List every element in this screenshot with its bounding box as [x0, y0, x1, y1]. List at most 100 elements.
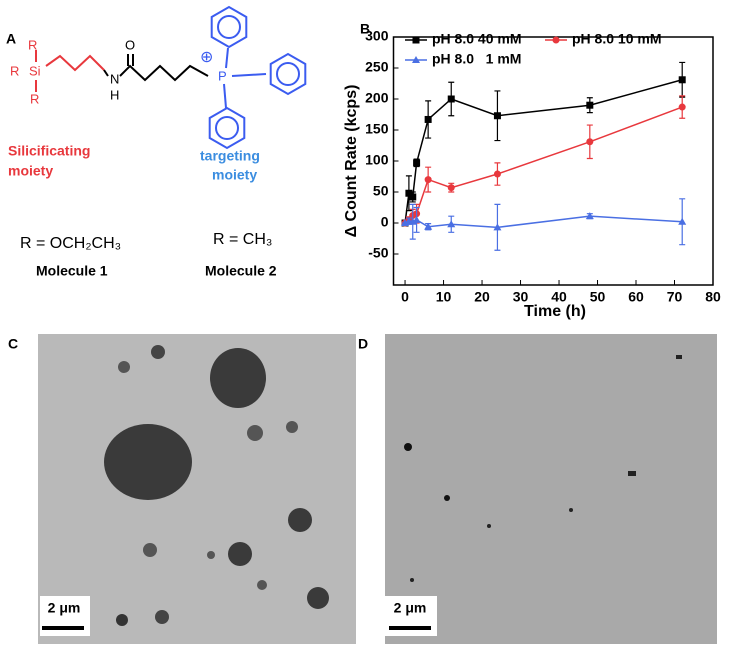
x-tick-label: 10 — [436, 289, 452, 305]
bond — [45, 54, 105, 72]
x-tick-label: 60 — [628, 289, 644, 305]
marker — [405, 189, 413, 197]
particle — [155, 610, 169, 624]
y-tick-label: 200 — [365, 90, 389, 106]
particle — [143, 543, 157, 557]
atom-label: O — [125, 37, 135, 52]
particle — [628, 471, 636, 476]
x-tick-label: 50 — [590, 289, 606, 305]
moiety-label: moiety — [212, 167, 257, 183]
panel-label: C — [8, 336, 18, 352]
marker — [408, 217, 417, 225]
micrograph — [385, 334, 717, 644]
moiety-label: moiety — [8, 163, 53, 179]
scale-bar-label: 2 μm — [48, 600, 81, 616]
particle — [569, 508, 573, 512]
particle — [257, 580, 267, 590]
particle — [210, 348, 266, 408]
particle — [487, 524, 491, 528]
legend-label: pH 8.0 1 mM — [432, 51, 521, 67]
moiety-label: Silicificating — [8, 143, 90, 159]
marker — [413, 159, 421, 167]
legend-marker — [412, 36, 420, 44]
scale-bar-label: 2 μm — [394, 600, 427, 616]
series-line — [404, 79, 683, 224]
marker — [447, 184, 455, 192]
marker — [493, 170, 501, 178]
particle — [228, 542, 252, 566]
particle — [104, 424, 192, 500]
marker — [493, 223, 502, 231]
x-tick-label: 40 — [551, 289, 567, 305]
phenyl-ring — [210, 5, 248, 49]
y-tick-label: 250 — [365, 59, 389, 75]
x-tick-label: 70 — [667, 289, 683, 305]
legend-marker — [552, 36, 560, 44]
bond — [231, 73, 267, 77]
x-tick-label: 20 — [474, 289, 490, 305]
legend-label: pH 8.0 40 mM — [432, 31, 521, 47]
marker — [424, 176, 432, 184]
marker — [424, 115, 432, 123]
formula: R = CH₃ — [213, 231, 272, 248]
atom-label: Si — [29, 63, 41, 78]
particle — [288, 508, 312, 532]
phenyl-ring-inner — [276, 62, 300, 86]
panel-label: B — [360, 21, 370, 37]
marker — [424, 222, 433, 230]
marker — [493, 112, 501, 120]
phenyl-ring — [269, 52, 307, 96]
particle — [404, 443, 412, 451]
molecule-name: Molecule 2 — [205, 263, 277, 279]
particle — [676, 355, 682, 359]
scale-bar — [42, 626, 84, 630]
micrograph — [38, 334, 356, 644]
moiety-label: targeting — [200, 148, 260, 164]
particle — [118, 361, 130, 373]
molecule-name: Molecule 1 — [36, 263, 108, 279]
particle — [247, 425, 263, 441]
atom-label: N — [110, 71, 119, 86]
bond — [223, 83, 227, 109]
marker — [678, 103, 686, 111]
legend-marker — [412, 56, 420, 63]
phenyl-ring-inner — [217, 15, 241, 39]
y-tick-label: 150 — [365, 121, 389, 137]
phenyl-ring-inner — [215, 116, 239, 140]
atom-label: R — [28, 37, 37, 52]
series-line — [404, 106, 683, 224]
plot-frame — [392, 36, 714, 286]
bond — [119, 64, 209, 82]
marker — [412, 215, 421, 223]
atom-label: R — [10, 63, 19, 78]
x-tick-label: 0 — [401, 289, 409, 305]
atom-label: H — [110, 87, 119, 102]
series-line — [404, 215, 683, 229]
micrograph-background — [38, 334, 356, 644]
micrograph-background — [385, 334, 717, 644]
marker — [586, 138, 594, 146]
y-tick-label: 50 — [373, 183, 389, 199]
particle — [151, 345, 165, 359]
particle — [207, 551, 215, 559]
x-tick-label: 30 — [513, 289, 529, 305]
atom-label: R — [30, 91, 39, 106]
y-tick-label: 0 — [381, 214, 389, 230]
x-axis-label: Time (h) — [524, 303, 586, 320]
y-tick-label: 300 — [365, 28, 389, 44]
marker — [447, 95, 455, 103]
marker — [678, 76, 686, 84]
atom-label: ⊕ — [200, 49, 213, 66]
y-axis-label: Δ Count Rate (kcps) — [343, 85, 360, 238]
panel-label: A — [6, 31, 16, 47]
particle — [410, 578, 414, 582]
bond — [225, 47, 229, 69]
particle — [444, 495, 450, 501]
marker — [678, 217, 687, 225]
atom-label: P — [218, 68, 227, 83]
marker — [447, 220, 456, 228]
phenyl-ring — [208, 106, 246, 150]
y-tick-label: -50 — [368, 245, 388, 261]
marker — [409, 193, 417, 201]
